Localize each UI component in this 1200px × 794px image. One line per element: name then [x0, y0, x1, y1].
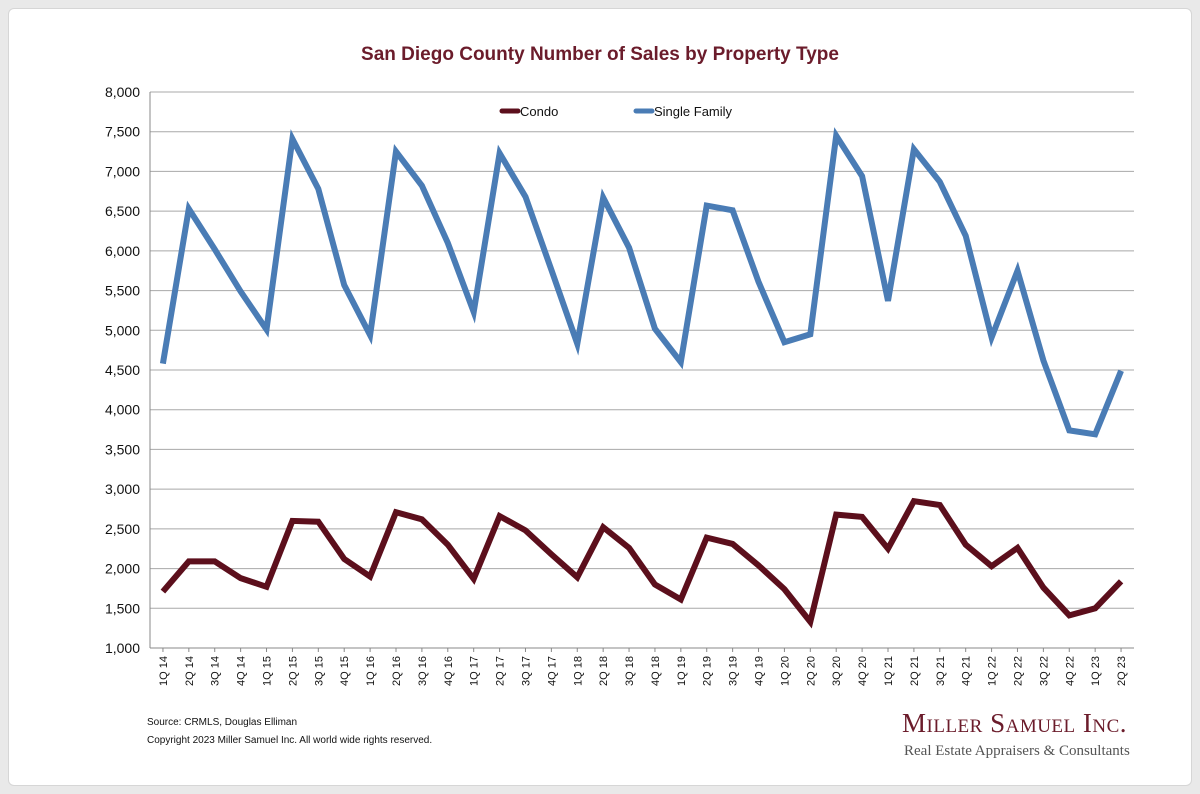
x-tick-label: 2Q 21 — [909, 656, 921, 686]
x-tick-label: 2Q 23 — [1116, 656, 1128, 686]
series-line-single-family — [159, 127, 1124, 438]
x-tick-label: 2Q 16 — [391, 656, 403, 686]
x-tick-label: 1Q 21 — [883, 656, 895, 686]
x-tick-label: 3Q 22 — [1038, 656, 1050, 686]
y-tick-label: 4,000 — [105, 402, 140, 418]
y-tick-label: 1,500 — [105, 600, 140, 616]
x-tick-label: 2Q 19 — [702, 656, 714, 686]
y-tick-label: 5,500 — [105, 283, 140, 299]
copyright-note: Copyright 2023 Miller Samuel Inc. All wo… — [147, 735, 433, 746]
y-tick-label: 6,000 — [105, 243, 140, 259]
chart-card — [8, 8, 1192, 786]
y-tick-label: 7,000 — [105, 163, 140, 179]
x-tick-label: 3Q 17 — [520, 656, 532, 686]
y-tick-label: 7,500 — [105, 124, 140, 140]
y-tick-label: 5,000 — [105, 322, 140, 338]
x-tick-label: 2Q 17 — [495, 656, 507, 686]
x-tick-label: 4Q 16 — [443, 656, 455, 686]
x-tick-label: 4Q 18 — [650, 656, 662, 686]
y-tick-label: 6,500 — [105, 203, 140, 219]
x-tick-label: 1Q 19 — [676, 656, 688, 686]
x-tick-label: 1Q 16 — [365, 656, 377, 686]
x-tick-label: 2Q 18 — [598, 656, 610, 686]
x-tick-label: 2Q 22 — [1012, 656, 1024, 686]
x-tick-label: 1Q 20 — [779, 656, 791, 686]
x-tick-label: 1Q 22 — [987, 656, 999, 686]
x-tick-label: 2Q 14 — [184, 656, 196, 686]
x-tick-label: 1Q 18 — [572, 656, 584, 686]
x-tick-label: 2Q 20 — [805, 656, 817, 686]
x-tick-label: 3Q 19 — [728, 656, 740, 686]
x-tick-label: 3Q 21 — [935, 656, 947, 686]
y-tick-label: 2,000 — [105, 561, 140, 577]
y-tick-label: 3,500 — [105, 441, 140, 457]
x-tick-label: 4Q 21 — [961, 656, 973, 686]
x-tick-label: 1Q 14 — [158, 656, 170, 686]
source-note: Source: CRMLS, Douglas Elliman — [147, 717, 298, 728]
x-tick-label: 4Q 20 — [857, 656, 869, 686]
x-tick-label: 3Q 15 — [313, 656, 325, 686]
x-tick-label: 4Q 17 — [546, 656, 558, 686]
y-tick-label: 1,000 — [105, 640, 140, 656]
legend-label: Condo — [520, 104, 558, 119]
x-tick-label: 3Q 20 — [831, 656, 843, 686]
x-tick-label: 1Q 23 — [1090, 656, 1102, 686]
legend-label: Single Family — [654, 104, 733, 119]
x-tick-label: 4Q 22 — [1064, 656, 1076, 686]
chart-title: San Diego County Number of Sales by Prop… — [361, 44, 839, 65]
x-tick-label: 3Q 14 — [210, 656, 222, 686]
company-logo-tagline: Real Estate Appraisers & Consultants — [904, 743, 1130, 759]
y-tick-label: 3,000 — [105, 481, 140, 497]
x-tick-label: 4Q 19 — [754, 656, 766, 686]
x-tick-label: 3Q 16 — [417, 656, 429, 686]
series-line-condo — [160, 497, 1124, 629]
y-tick-label: 4,500 — [105, 362, 140, 378]
x-tick-label: 1Q 17 — [469, 656, 481, 686]
x-tick-label: 4Q 14 — [236, 656, 248, 686]
y-tick-label: 8,000 — [105, 84, 140, 100]
y-tick-label: 2,500 — [105, 521, 140, 537]
x-tick-label: 2Q 15 — [287, 656, 299, 686]
company-logo-name: Miller Samuel Inc. — [902, 708, 1128, 738]
x-tick-label: 3Q 18 — [624, 656, 636, 686]
x-tick-label: 1Q 15 — [262, 656, 274, 686]
x-tick-label: 4Q 15 — [339, 656, 351, 686]
